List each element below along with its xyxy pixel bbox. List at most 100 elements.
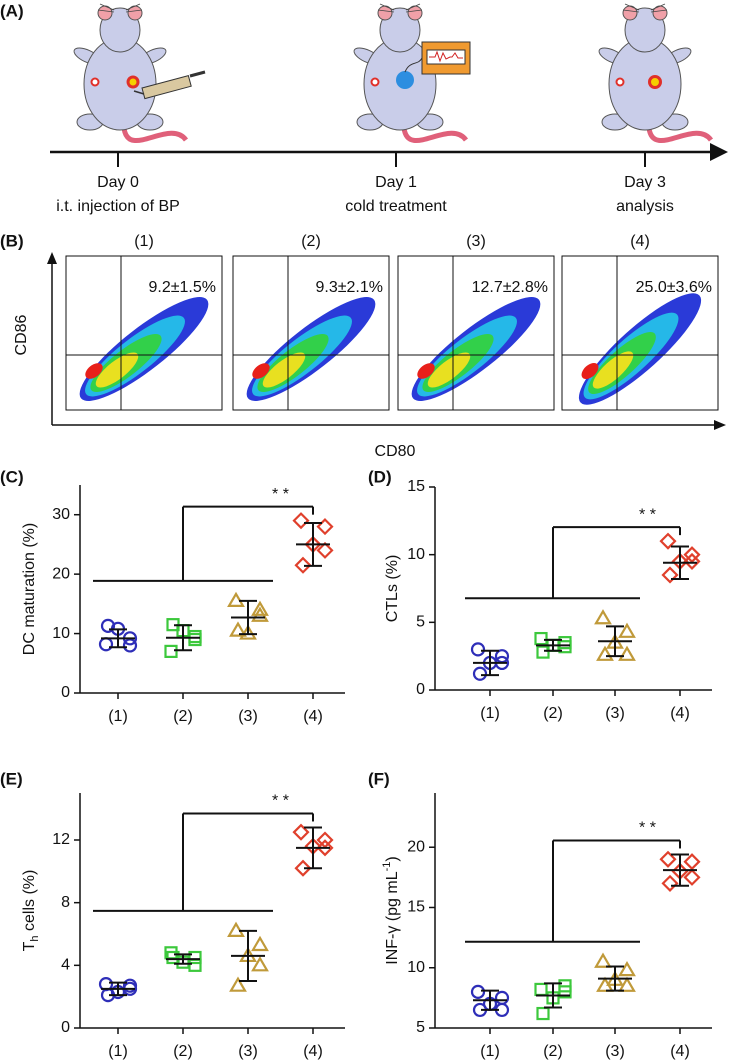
- y-tick-label: 15: [407, 899, 425, 916]
- data-point: [251, 935, 269, 952]
- x-tick-label: (4): [303, 708, 323, 725]
- data-point: [188, 632, 202, 647]
- density-core: [85, 363, 103, 379]
- significance: * *: [639, 506, 656, 523]
- data-point: [618, 622, 636, 638]
- group-label: (2): [301, 233, 321, 250]
- density: [79, 297, 209, 401]
- x-tick-label: (3): [605, 1043, 625, 1060]
- data-point: [251, 956, 269, 972]
- data-point: [470, 642, 486, 657]
- density-layer: [95, 352, 139, 388]
- data-point: [188, 629, 202, 644]
- panel-label: (E): [0, 769, 23, 788]
- head: [99, 7, 141, 53]
- whisker: [650, 9, 668, 13]
- data-point: [659, 850, 677, 868]
- tumor: [615, 77, 625, 87]
- density-core: [417, 363, 435, 379]
- plunger: [189, 70, 206, 78]
- y-tick-label: 0: [61, 1019, 70, 1036]
- tumor: [126, 75, 140, 89]
- data-point: [618, 976, 636, 992]
- y-tick-label: 10: [52, 625, 70, 642]
- data-point: [661, 874, 679, 892]
- density-layer: [427, 352, 471, 388]
- arrowhead: [47, 252, 57, 264]
- x-tick-label: (2): [173, 708, 193, 725]
- data-point: [294, 556, 312, 574]
- whisker: [125, 3, 141, 11]
- whisker: [99, 3, 115, 11]
- x-tick-label: (1): [480, 1043, 500, 1060]
- data-point: [536, 645, 550, 659]
- y-tick-label: 20: [52, 565, 70, 582]
- data-point: [683, 546, 701, 564]
- data-point: [618, 645, 636, 661]
- y-axis-label: DC maturation (%): [21, 523, 38, 655]
- y-axis-label: INF-γ (pg mL-1): [381, 856, 401, 964]
- whisker: [97, 9, 115, 13]
- y-label-part: ): [384, 856, 401, 861]
- significance: * *: [639, 820, 656, 837]
- y-label-part: DC maturation (%): [21, 523, 38, 655]
- density-core: [581, 362, 599, 380]
- event-desc: i.t. injection of BP: [56, 198, 180, 215]
- flow-x-label: CD80: [375, 443, 416, 460]
- data-point: [494, 990, 510, 1005]
- panel-label: (A): [0, 1, 24, 20]
- density-layer: [262, 352, 306, 388]
- data-point: [122, 638, 138, 653]
- cold-spot: [396, 71, 414, 89]
- whisker: [377, 9, 395, 13]
- whisker: [405, 9, 423, 13]
- y-axis-label: Th cells (%): [21, 870, 41, 952]
- needle: [133, 90, 145, 95]
- density-core: [252, 363, 270, 379]
- y-tick-label: 20: [407, 838, 425, 855]
- significance: * *: [272, 793, 289, 810]
- y-tick-label: 4: [61, 957, 70, 974]
- y-tick-label: 0: [61, 684, 70, 701]
- mouse: [598, 3, 714, 143]
- arrowhead: [714, 420, 726, 430]
- x-tick-label: (4): [670, 705, 690, 722]
- data-point: [316, 541, 334, 559]
- y-tick-label: 5: [416, 1019, 425, 1036]
- group-label: (3): [466, 233, 486, 250]
- tail: [121, 127, 189, 143]
- y-label-part: cells (%): [21, 870, 38, 936]
- data-point: [594, 952, 612, 968]
- y-tick-label: 30: [52, 506, 70, 523]
- data-point: [122, 978, 138, 993]
- x-tick-label: (2): [543, 1043, 563, 1060]
- data-point: [558, 979, 572, 993]
- x-tick-label: (1): [108, 1043, 128, 1060]
- density: [578, 293, 702, 405]
- significance: * *: [272, 486, 289, 503]
- data-point: [594, 609, 612, 625]
- data-point: [596, 976, 614, 992]
- gate-percent: 9.2±1.5%: [149, 279, 217, 296]
- event-day: Day 3: [624, 174, 666, 191]
- data-point: [166, 950, 180, 965]
- y-label-part: T: [21, 941, 38, 951]
- whisker: [405, 3, 421, 11]
- y-tick-label: 8: [61, 894, 70, 911]
- panel-label: (C): [0, 467, 24, 486]
- data-point: [292, 823, 310, 841]
- event-desc: analysis: [616, 198, 674, 215]
- gate-percent: 9.3±2.1%: [316, 279, 384, 296]
- data-point: [316, 518, 334, 536]
- x-tick-label: (3): [238, 1043, 258, 1060]
- mouse: [73, 3, 206, 143]
- data-point: [251, 600, 269, 616]
- y-tick-label: 0: [416, 681, 425, 698]
- y-tick-label: 15: [407, 478, 425, 495]
- x-tick-label: (1): [108, 708, 128, 725]
- whisker: [379, 3, 395, 11]
- x-tick-label: (3): [238, 708, 258, 725]
- density: [411, 297, 541, 401]
- x-tick-label: (4): [303, 1043, 323, 1060]
